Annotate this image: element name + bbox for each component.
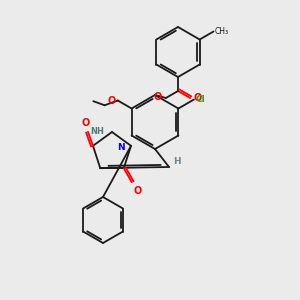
Text: O: O — [134, 186, 142, 196]
Text: O: O — [154, 92, 162, 102]
Text: Cl: Cl — [196, 95, 206, 104]
Text: O: O — [82, 118, 90, 128]
Text: H: H — [173, 158, 181, 166]
Text: O: O — [193, 93, 201, 103]
Text: N: N — [117, 143, 125, 152]
Text: O: O — [107, 95, 116, 106]
Text: NH: NH — [90, 127, 104, 136]
Text: CH₃: CH₃ — [214, 27, 229, 36]
